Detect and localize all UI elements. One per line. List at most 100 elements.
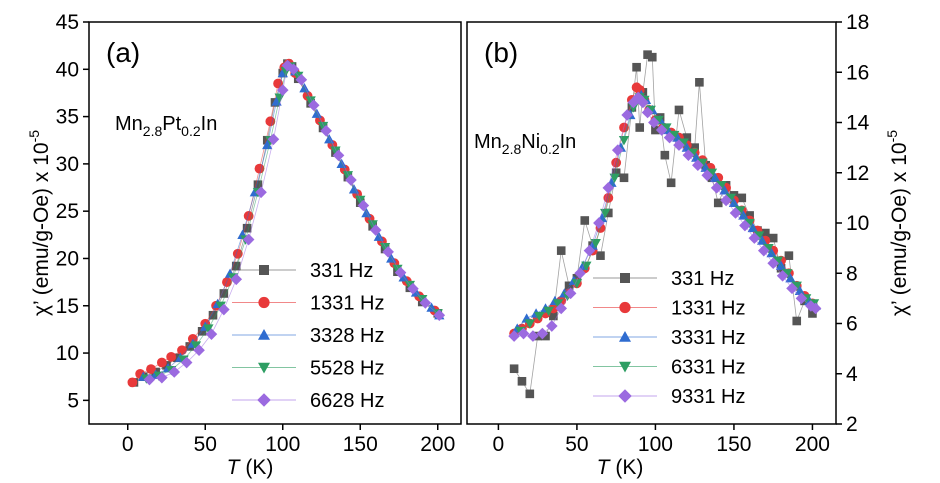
legend-marker <box>619 331 631 342</box>
data-point <box>710 182 723 194</box>
data-point <box>156 371 168 384</box>
series-6628-hz <box>143 59 446 386</box>
data-point <box>666 178 676 188</box>
y-tick-label: 6 <box>846 313 858 336</box>
x-ticks-b: 0 50 100 150 200 <box>493 424 830 456</box>
data-point <box>332 149 345 162</box>
legend-item: 5528 Hz <box>232 358 385 380</box>
series-9331-hz <box>508 91 822 342</box>
y-tick-label: 16 <box>846 61 869 84</box>
sample-label-b: Mn2.8Ni0.2In <box>474 131 576 157</box>
data-point <box>549 311 558 321</box>
legend-label: 331 Hz <box>671 268 734 290</box>
data-point <box>678 138 689 148</box>
data-point <box>190 341 202 351</box>
y-tick-label: 4 <box>846 363 858 386</box>
data-point <box>641 106 654 119</box>
legend-marker <box>620 273 630 283</box>
data-point <box>772 256 784 266</box>
x-axis-title-b: T (K) <box>597 456 644 479</box>
data-point <box>379 242 391 253</box>
data-point <box>545 320 558 332</box>
x-ticks-a: 0 50 100 150 200 <box>122 424 455 456</box>
data-point <box>231 261 241 271</box>
data-point <box>619 173 629 183</box>
panel-a: (a) Mn2.8Pt0.2In 0 50 100 150 200 5 10 15 20 25 3… <box>26 11 462 479</box>
data-point <box>173 353 182 363</box>
data-point <box>242 233 255 246</box>
data-point <box>342 171 354 181</box>
data-point <box>564 281 574 291</box>
data-point <box>739 219 751 232</box>
y-tick-label: 12 <box>846 162 869 185</box>
data-point <box>274 93 285 103</box>
data-point <box>660 150 670 160</box>
data-point <box>218 303 230 316</box>
legend-b: 331 Hz 1331 Hz 3331 Hz 6331 Hz 9331 Hz <box>593 268 746 408</box>
data-point <box>653 115 664 126</box>
data-point <box>543 306 554 317</box>
y-tick-label: 15 <box>56 295 79 318</box>
data-point <box>509 364 519 374</box>
y-tick-label: 18 <box>846 11 869 34</box>
x-tick-label: 0 <box>122 433 134 456</box>
legend-label: 1331 Hz <box>310 293 385 315</box>
y-ticks-b: 2 4 6 8 10 12 14 16 18 <box>836 11 870 436</box>
x-tick-label: 200 <box>420 433 455 456</box>
x-tick-label: 50 <box>565 433 588 456</box>
data-point <box>753 231 765 241</box>
data-point <box>242 223 252 233</box>
data-point <box>795 292 808 305</box>
data-point <box>786 282 798 295</box>
data-point <box>713 198 723 208</box>
y-tick-label: 45 <box>56 11 79 34</box>
data-point <box>369 224 382 236</box>
data-point <box>419 297 432 309</box>
data-point <box>663 131 676 144</box>
data-point <box>687 148 699 158</box>
y-tick-label: 10 <box>56 342 79 365</box>
data-point <box>253 180 263 189</box>
data-point <box>219 289 229 298</box>
data-point <box>307 99 320 112</box>
data-point <box>682 149 695 161</box>
data-point <box>674 105 684 115</box>
data-point <box>162 361 171 370</box>
x-tick-label: 50 <box>194 433 217 456</box>
data-point <box>205 328 218 340</box>
data-point <box>602 182 615 194</box>
y-tick-label: 14 <box>846 112 870 135</box>
data-point <box>784 251 794 260</box>
data-point <box>367 220 378 230</box>
data-point <box>168 366 181 378</box>
legend-item: 331 Hz <box>593 268 734 290</box>
plot-frame-b <box>466 21 837 425</box>
data-point <box>632 62 641 72</box>
y-tick-label: 2 <box>846 413 858 436</box>
data-point <box>767 257 779 270</box>
data-point <box>627 96 640 109</box>
data-point <box>583 244 596 257</box>
data-point <box>556 246 566 255</box>
data-point <box>127 377 138 388</box>
y-axis-title-b: χ’ (emu/g-Oe) x 10-5 <box>884 130 911 316</box>
data-point <box>580 216 590 225</box>
legend-label: 9331 Hz <box>671 386 746 408</box>
legend-marker <box>618 389 632 403</box>
data-point <box>744 218 755 229</box>
x-tick-label: 0 <box>493 433 505 456</box>
data-point <box>355 195 366 205</box>
data-point <box>618 135 630 146</box>
data-point <box>761 228 770 238</box>
x-tick-label: 100 <box>638 433 673 456</box>
legend-marker <box>258 296 270 309</box>
legend-item: 6628 Hz <box>232 390 385 412</box>
data-point <box>590 238 601 249</box>
legend-item: 3331 Hz <box>593 327 746 349</box>
legend-item: 331 Hz <box>232 260 373 282</box>
panel-b: (b) Mn2.8Ni0.2In 0 50 100 150 200 2 4 6 8 10 12 14… <box>466 11 911 479</box>
data-point <box>737 193 747 203</box>
data-point <box>527 330 539 342</box>
data-point <box>637 96 649 109</box>
plot-frame-a <box>88 21 462 425</box>
